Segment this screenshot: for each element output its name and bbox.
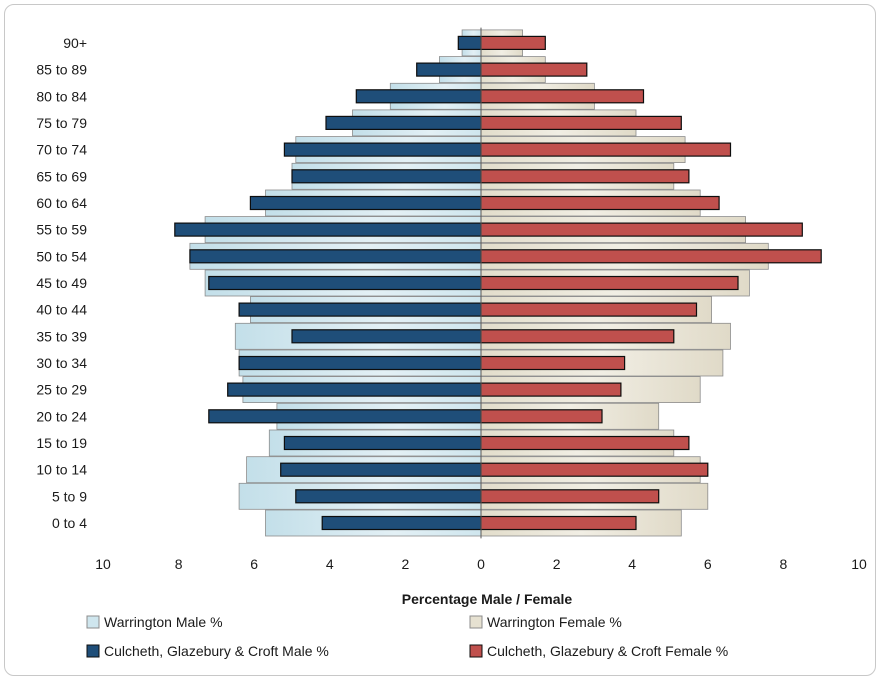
bar-culcheth-glazebury-croft-female-20-to-24	[480, 409, 603, 424]
legend-label-warrington-female: Warrington Female %	[487, 614, 622, 630]
bar-culcheth-glazebury-croft-male-30-to-34	[238, 355, 482, 371]
x-tick-label: 2	[402, 556, 410, 572]
category-label-70-to-74: 70 to 74	[36, 142, 87, 158]
legend-swatch-warrington-male	[86, 615, 100, 629]
bars-layer	[174, 29, 822, 537]
legend: Warrington Male % Warrington Female % Culc…	[86, 614, 728, 659]
category-label-80-to-84: 80 to 84	[36, 88, 87, 104]
legend-label-culcheth-glazebury-croft-female: Culcheth, Glazebury & Croft Female %	[487, 643, 728, 659]
legend-label-culcheth-glazebury-croft-male: Culcheth, Glazebury & Croft Male %	[104, 643, 329, 659]
bar-culcheth-glazebury-croft-male-60-to-64	[249, 195, 482, 211]
x-tick-label: 10	[851, 556, 867, 572]
bar-culcheth-glazebury-croft-female-35-to-39	[480, 329, 675, 344]
legend-swatch-warrington-female	[469, 615, 483, 629]
category-label-90: 90+	[63, 35, 87, 51]
bar-culcheth-glazebury-croft-female-40-to-44	[480, 302, 698, 317]
category-label-75-to-79: 75 to 79	[36, 115, 87, 131]
bar-culcheth-glazebury-croft-female-90	[480, 35, 546, 51]
category-label-20-to-24: 20 to 24	[36, 408, 87, 424]
bar-culcheth-glazebury-croft-male-70-to-74	[283, 142, 482, 157]
category-label-85-to-89: 85 to 89	[36, 62, 87, 78]
x-tick-label: 10	[95, 556, 111, 572]
category-label-15-to-19: 15 to 19	[36, 435, 87, 451]
bar-culcheth-glazebury-croft-female-15-to-19	[480, 435, 690, 451]
category-label-35-to-39: 35 to 39	[36, 328, 87, 344]
bar-culcheth-glazebury-croft-male-10-to-14	[280, 462, 482, 477]
bar-culcheth-glazebury-croft-female-30-to-34	[480, 355, 626, 371]
category-label-25-to-29: 25 to 29	[36, 382, 87, 398]
x-tick-label: 8	[175, 556, 183, 572]
bar-culcheth-glazebury-croft-female-75-to-79	[480, 115, 682, 131]
category-label-0-to-4: 0 to 4	[52, 515, 87, 531]
legend-swatch-culcheth-glazebury-croft-male	[86, 644, 100, 658]
bar-culcheth-glazebury-croft-female-25-to-29	[480, 382, 622, 397]
category-label-45-to-49: 45 to 49	[36, 275, 87, 291]
bar-culcheth-glazebury-croft-male-80-to-84	[355, 89, 482, 104]
category-label-60-to-64: 60 to 64	[36, 195, 87, 211]
bar-culcheth-glazebury-croft-female-10-to-14	[480, 462, 709, 477]
bar-culcheth-glazebury-croft-male-5-to-9	[295, 489, 482, 504]
x-tick-label: 2	[553, 556, 561, 572]
bar-culcheth-glazebury-croft-male-50-to-54	[189, 249, 482, 264]
bar-culcheth-glazebury-croft-male-20-to-24	[208, 409, 482, 424]
x-tick-label: 6	[250, 556, 258, 572]
bar-culcheth-glazebury-croft-female-0-to-4	[480, 515, 637, 531]
category-label-40-to-44: 40 to 44	[36, 302, 87, 318]
legend-swatch-culcheth-glazebury-croft-female	[469, 644, 483, 658]
x-tick-label: 4	[326, 556, 334, 572]
x-tick-label: 6	[704, 556, 712, 572]
bar-culcheth-glazebury-croft-male-40-to-44	[238, 302, 482, 317]
x-tick-labels: 10 8 6 4 2 0 2 4 6 8 10	[95, 556, 867, 572]
bar-culcheth-glazebury-croft-female-5-to-9	[480, 489, 660, 504]
category-label-55-to-59: 55 to 59	[36, 222, 87, 238]
category-label-5-to-9: 5 to 9	[52, 488, 87, 504]
bar-culcheth-glazebury-croft-male-35-to-39	[291, 329, 482, 344]
bar-culcheth-glazebury-croft-male-55-to-59	[174, 222, 482, 237]
bar-culcheth-glazebury-croft-male-15-to-19	[283, 435, 482, 451]
bar-culcheth-glazebury-croft-female-50-to-54	[480, 249, 822, 264]
legend-label-warrington-male: Warrington Male %	[104, 614, 223, 630]
bar-culcheth-glazebury-croft-female-85-to-89	[480, 62, 588, 77]
category-label-30-to-34: 30 to 34	[36, 355, 87, 371]
bar-culcheth-glazebury-croft-male-85-to-89	[416, 62, 482, 77]
category-labels: 0 to 4 5 to 9 10 to 14 15 to 19 20 to 24 25 t…	[36, 35, 87, 531]
bar-culcheth-glazebury-croft-male-25-to-29	[227, 382, 482, 397]
bar-culcheth-glazebury-croft-female-45-to-49	[480, 275, 739, 291]
bar-culcheth-glazebury-croft-male-90	[457, 35, 482, 51]
x-axis-title: Percentage Male / Female	[402, 591, 573, 607]
bar-culcheth-glazebury-croft-male-75-to-79	[325, 115, 482, 131]
category-label-10-to-14: 10 to 14	[36, 462, 87, 478]
bar-culcheth-glazebury-croft-female-65-to-69	[480, 169, 690, 184]
bar-culcheth-glazebury-croft-female-60-to-64	[480, 195, 720, 211]
bar-culcheth-glazebury-croft-female-55-to-59	[480, 222, 803, 237]
x-tick-label: 0	[477, 556, 485, 572]
x-tick-label: 8	[780, 556, 788, 572]
bar-culcheth-glazebury-croft-male-65-to-69	[291, 169, 482, 184]
bar-culcheth-glazebury-croft-female-70-to-74	[480, 142, 732, 157]
x-tick-label: 4	[628, 556, 636, 572]
bar-culcheth-glazebury-croft-male-45-to-49	[208, 275, 482, 291]
category-label-50-to-54: 50 to 54	[36, 248, 87, 264]
category-label-65-to-69: 65 to 69	[36, 168, 87, 184]
bar-culcheth-glazebury-croft-female-80-to-84	[480, 89, 645, 104]
bar-culcheth-glazebury-croft-male-0-to-4	[321, 515, 482, 531]
